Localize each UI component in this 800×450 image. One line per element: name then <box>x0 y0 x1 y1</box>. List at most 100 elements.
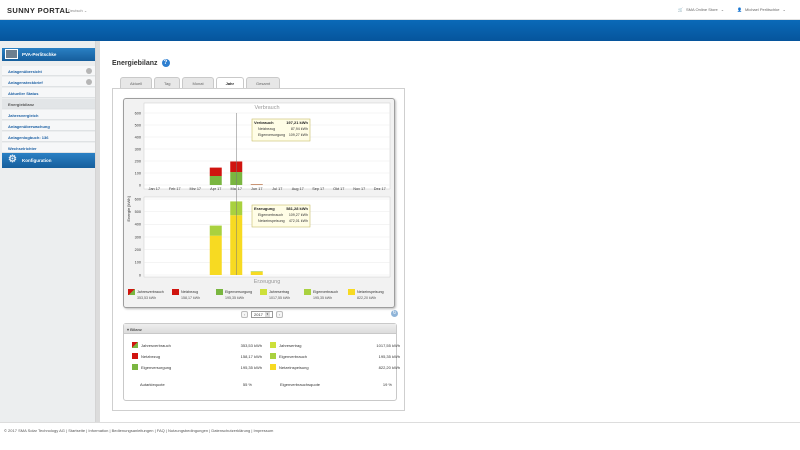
footer-separator: | <box>164 428 169 433</box>
footer-link[interactable]: Datenschutzerklärung <box>211 428 251 433</box>
x-tick-label: Feb 17 <box>169 187 181 191</box>
content-panel: Verbrauch 0 100 200 300 400 500 600 Jan 17 Feb 17… <box>112 88 405 411</box>
year-selector: ‹ 2017 ▾ › <box>241 311 283 318</box>
user-menu[interactable]: 👤 Michael Perlitschke ⌄ <box>737 7 786 12</box>
bilanz-label: Netzeinspeisung <box>279 364 309 370</box>
legend-label-row: Netzbezug <box>172 289 216 295</box>
bilanz-quote: Autarkiequote 55 % <box>140 380 252 388</box>
y-tick-label: 200 <box>135 159 141 163</box>
chevron-down-icon: ▾ <box>264 312 270 317</box>
footer-link[interactable]: FAQ <box>156 428 165 433</box>
x-tick-label: Okt 17 <box>333 187 344 191</box>
online-store-link[interactable]: 🛒 SMA Online Store ⌄ <box>678 7 724 12</box>
tooltip-verbrauch-row-value: 109,27 kWh <box>289 133 308 137</box>
footer-link[interactable]: Impressum <box>253 428 274 433</box>
bilanz-header[interactable]: ▾ Bilanz <box>124 324 396 334</box>
user-name: Michael Perlitschke <box>744 7 780 12</box>
bar-eigenverbrauch <box>250 271 263 272</box>
period-tabs: Aktuell Tag Monat Jahr Gesamt <box>120 77 281 89</box>
tab-jahr[interactable]: Jahr <box>215 77 245 89</box>
portal-logo[interactable]: SUNNY PORTAL <box>7 6 71 15</box>
bilanz-panel: ▾ Bilanz Jahresverbrauch 353,53 kWh Netzbe… <box>123 323 400 401</box>
energy-chart: Verbrauch 0 100 200 300 400 500 600 Jan 17 Feb 17… <box>123 98 395 308</box>
bilanz-label: Jahresertrag <box>279 342 302 348</box>
bar-eigenverbrauch <box>209 225 222 236</box>
sidebar-item-anlagensteckbrief[interactable]: Anlagensteckbrief <box>2 77 95 87</box>
legend-swatch <box>304 289 311 295</box>
tab-aktuell[interactable]: Aktuell <box>120 77 153 88</box>
bilanz-value: 195,35 kWh <box>378 353 400 359</box>
footer-separator: | <box>108 428 112 433</box>
bilanz-swatch <box>270 353 276 359</box>
tooltip-verbrauch-row-label: Netzbezug <box>258 127 275 131</box>
plant-header[interactable]: PVA-Perlitschke <box>2 48 95 61</box>
prev-year-button[interactable]: ‹ <box>241 311 248 318</box>
sidebar-item-label: Wechselrichter <box>8 146 37 151</box>
x-tick-label: Jun 17 <box>251 187 262 191</box>
y-axis-label: Energie [kWh] <box>126 196 131 221</box>
y-tick-label: 400 <box>135 135 141 139</box>
footer-separator: | <box>85 428 89 433</box>
sidebar-item-label: Konfiguration <box>22 158 52 163</box>
plant-thumbnail <box>5 49 18 59</box>
footer-link[interactable]: Information <box>88 428 109 433</box>
bilanz-value: 353,53 kWh <box>240 342 262 348</box>
x-tick-label: Sep 17 <box>312 187 324 191</box>
legend-item[interactable]: Jahresertrag 1017,55 kWh <box>260 289 304 306</box>
legend-value: 195,35 kWh <box>313 296 333 300</box>
footer-link[interactable]: Startseite <box>68 428 86 433</box>
y-tick-label: 600 <box>135 111 141 115</box>
footer-link[interactable]: Bedienungsanleitungen <box>111 428 154 433</box>
sidebar-item-energiebilanz[interactable]: Energiebilanz <box>2 99 95 109</box>
legend-item[interactable]: Eigenversorgung 195,35 kWh <box>216 289 260 306</box>
chart-canvas[interactable]: Verbrauch 0 100 200 300 400 500 600 Jan 17 Feb 17… <box>124 99 396 287</box>
settings-icon[interactable] <box>86 79 92 85</box>
settings-icon[interactable] <box>86 68 92 74</box>
bilanz-label: Eigenversorgung <box>141 364 172 370</box>
next-year-button[interactable]: › <box>275 311 283 318</box>
legend-item[interactable]: Jahresverbrauch 353,53 kWh <box>128 289 172 306</box>
legend-swatch <box>172 289 179 295</box>
sidebar-item-aktueller-status[interactable]: Aktueller Status <box>2 88 95 98</box>
bilanz-row: Netzbezug 158,17 kWh <box>132 352 262 360</box>
chart-legend: Jahresverbrauch 353,53 kWh Netzbezug 158,17… <box>128 289 392 306</box>
x-tick-label: Mrz 17 <box>189 187 201 191</box>
legend-item[interactable]: Netzeinspeisung 822,20 kWh <box>348 289 392 306</box>
tab-monat[interactable]: Monat <box>182 77 214 88</box>
sidebar-resizer[interactable] <box>96 41 100 422</box>
tab-tag[interactable]: Tag <box>154 77 181 88</box>
quote-value: 19 % <box>382 381 392 387</box>
sidebar-item-anlagenlogbuch[interactable]: Anlagenlogbuch: 136 <box>2 132 95 142</box>
sidebar-item-anlagenueberwachung[interactable]: Anlagenüberwachung <box>2 121 95 131</box>
y-tick-label: 500 <box>135 210 141 214</box>
top-bar: SUNNY PORTAL Deutsch ⌄ 🛒 SMA Online Store… <box>0 0 800 20</box>
footer-link[interactable]: Nutzungsbedingungen <box>168 428 209 433</box>
legend-label-row: Netzeinspeisung <box>348 289 392 295</box>
refresh-icon[interactable]: ↻ <box>391 310 398 317</box>
bilanz-row: Jahresverbrauch 353,53 kWh <box>132 341 262 349</box>
sidebar-item-anlagenuebersicht[interactable]: Anlagenübersicht <box>2 66 95 76</box>
sidebar-item-konfiguration[interactable]: ⚙ Konfiguration <box>2 153 95 168</box>
y-tick-label: 100 <box>135 171 141 175</box>
sidebar-item-label: Anlagenübersicht <box>8 69 42 74</box>
tab-gesamt[interactable]: Gesamt <box>246 77 281 88</box>
x-tick-label: Nov 17 <box>353 187 365 191</box>
legend-item[interactable]: Netzbezug 158,17 kWh <box>172 289 216 306</box>
language-select[interactable]: Deutsch ⌄ <box>68 8 87 13</box>
sidebar-item-wechselrichter[interactable]: Wechselrichter <box>2 143 95 153</box>
sidebar-item-label: Aktueller Status <box>8 91 39 96</box>
legend-item[interactable]: Eigenverbrauch 195,35 kWh <box>304 289 348 306</box>
y-tick-label: 0 <box>139 183 141 187</box>
sidebar-item-jahresvergleich[interactable]: Jahresvergleich <box>2 110 95 120</box>
footer-separator: | <box>250 428 254 433</box>
tooltip-verbrauch-row-label: Eigenversorgung <box>258 133 285 137</box>
page-title-text: Energiebilanz <box>112 59 158 67</box>
help-icon[interactable]: ? <box>161 59 170 67</box>
bilanz-swatch <box>132 353 138 359</box>
collapse-icon: ▾ <box>127 327 131 332</box>
year-dropdown[interactable]: 2017 ▾ <box>251 311 273 318</box>
bilanz-value: 822,20 kWh <box>378 364 400 370</box>
bilanz-swatch <box>132 364 138 370</box>
shop-label: SMA Online Store <box>685 7 718 12</box>
bilanz-title: Bilanz <box>130 327 142 332</box>
